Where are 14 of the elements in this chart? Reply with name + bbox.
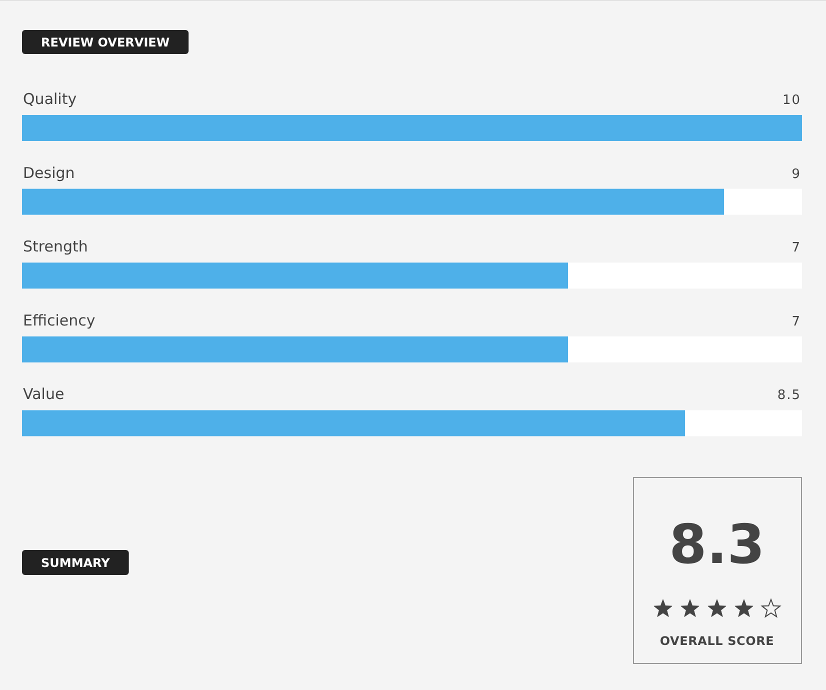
text: OVERALL SCORE <box>660 634 774 648</box>
y-tick-label: Quality <box>23 90 77 108</box>
data-label: 9 <box>792 166 801 182</box>
y-tick-label: Efficiency <box>23 311 96 330</box>
chart-title: REVIEW OVERVIEW <box>41 35 170 50</box>
text: SUMMARY <box>41 556 110 570</box>
data-label: 7 <box>792 314 801 330</box>
data-label: 8.5 <box>777 388 801 404</box>
data-label: 7 <box>792 240 801 256</box>
y-tick-label: Strength <box>23 238 88 256</box>
y-tick-label: Design <box>23 164 75 182</box>
data-label: 10 <box>782 93 801 108</box>
y-tick-label: Value <box>23 385 64 404</box>
text: 8.3 <box>669 513 765 576</box>
